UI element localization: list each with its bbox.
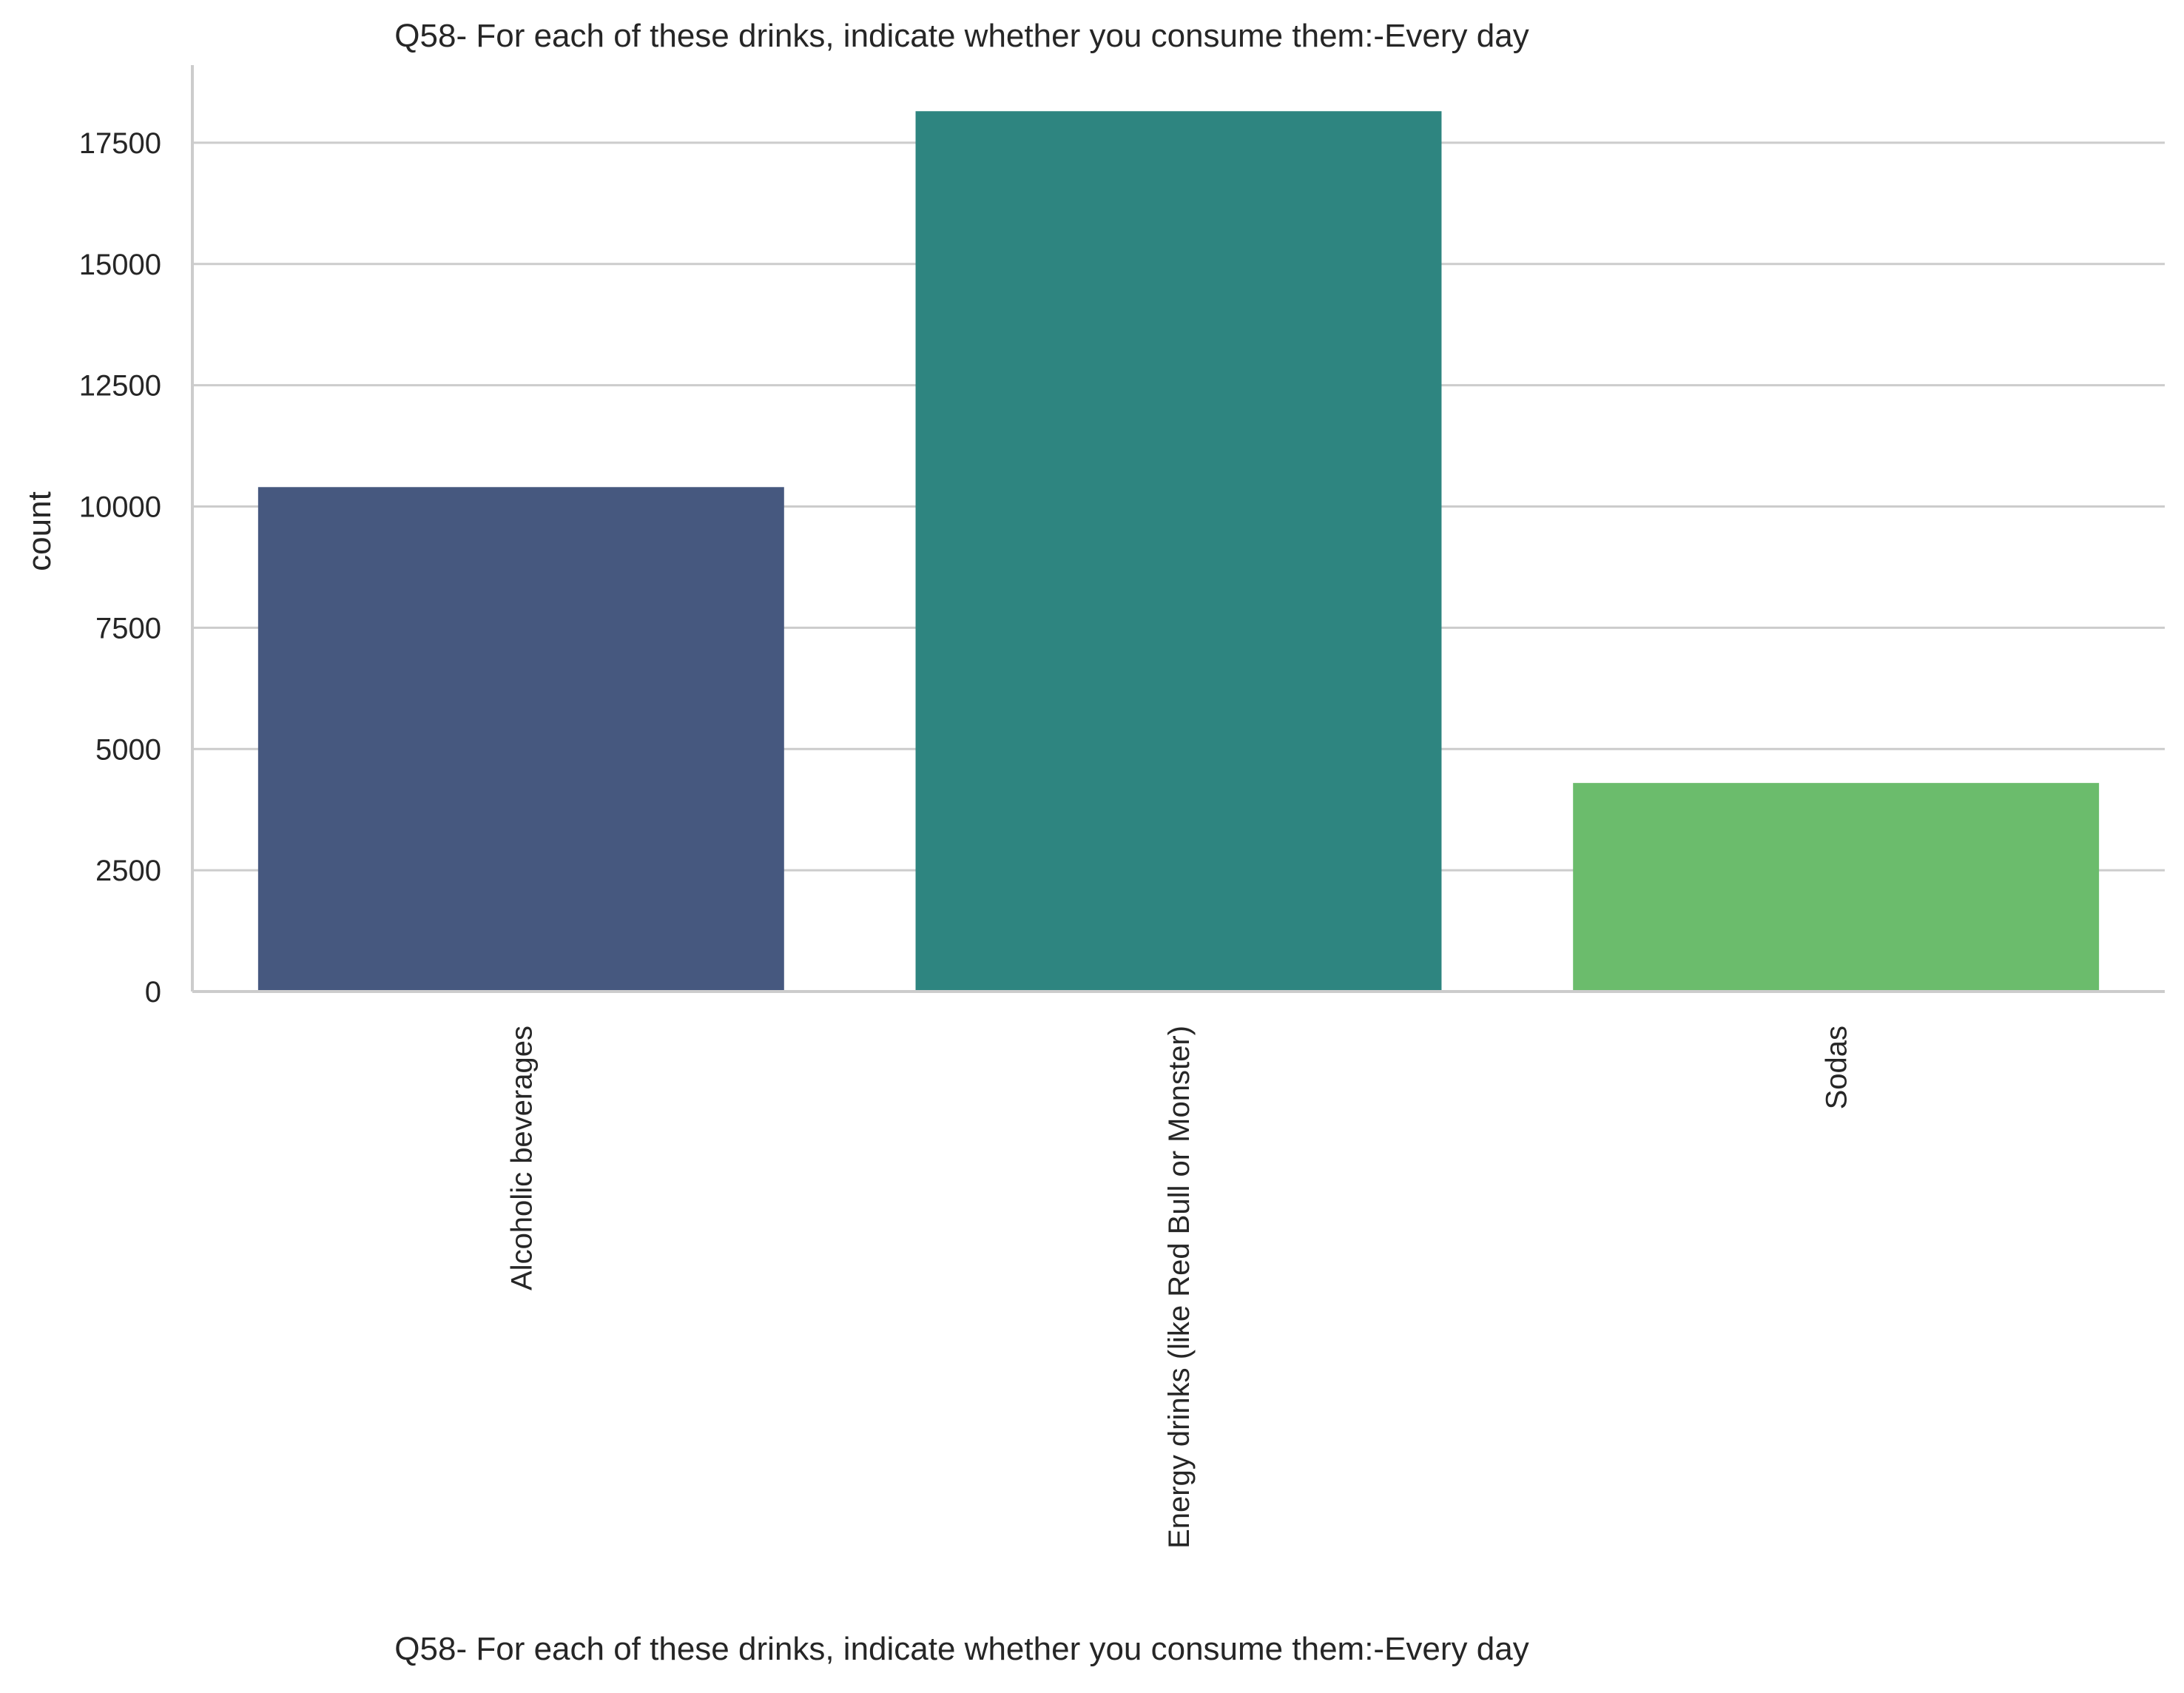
y-tick-label: 15000 <box>79 249 161 281</box>
bars <box>257 111 2100 992</box>
y-tick-label: 2500 <box>95 855 161 887</box>
chart-title: Q58- For each of these drinks, indicate … <box>394 18 1529 54</box>
y-tick-labels: 0 2500 5000 7500 10000 12500 15000 17500 <box>79 127 161 1009</box>
y-axis-label: count <box>21 491 58 571</box>
y-tick-label: 10000 <box>79 491 161 524</box>
bar <box>257 487 784 992</box>
axis-spines <box>191 65 2165 993</box>
x-tick-label: Sodas <box>1821 1026 1853 1109</box>
x-axis-label: Q58- For each of these drinks, indicate … <box>394 1631 1529 1667</box>
y-tick-label: 17500 <box>79 127 161 160</box>
x-tick-labels: Alcoholic beverages Energy drinks (like R… <box>505 1026 1853 1549</box>
y-tick-label: 5000 <box>95 733 161 766</box>
y-tick-label: 7500 <box>95 612 161 644</box>
x-tick-label: Energy drinks (like Red Bull or Monster) <box>1163 1026 1196 1549</box>
x-tick-label: Alcoholic beverages <box>505 1026 538 1290</box>
bar <box>1573 783 2100 992</box>
bar <box>915 111 1442 992</box>
y-tick-label: 0 <box>145 976 161 1009</box>
y-tick-label: 12500 <box>79 370 161 403</box>
